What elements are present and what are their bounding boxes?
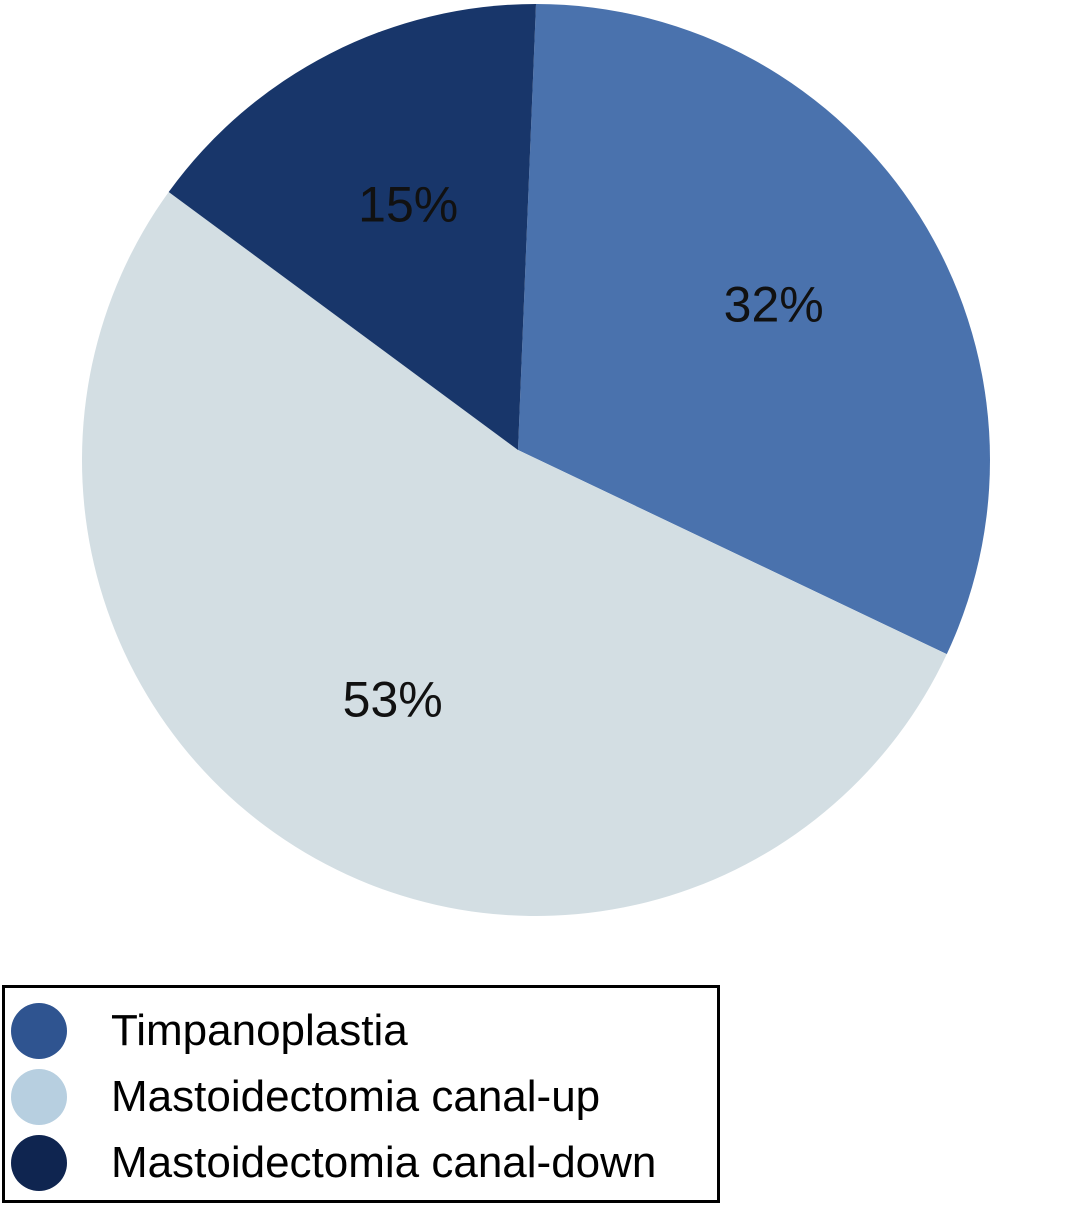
legend-swatch-timpanoplastia [11,1003,67,1059]
pie-slice-mastoidectomia-canal-up [81,191,947,917]
pie-chart: 32% 53% 15% [81,4,991,917]
legend-swatch-mastoidectomia-canal-up [11,1069,67,1125]
legend-label-mastoidectomia-canal-up: Mastoidectomia canal-up [111,1072,601,1121]
legend: Timpanoplastia Mastoidectomia canal-up M… [2,985,720,1203]
pie-slice-mastoidectomia-canal-down [168,4,536,450]
legend-label-timpanoplastia: Timpanoplastia [111,1006,408,1055]
data-label-mastoidectomia-canal-down: 15% [358,176,458,232]
data-label-timpanoplastia: 32% [724,277,824,333]
legend-swatch-mastoidectomia-canal-down [11,1135,67,1191]
data-label-mastoidectomia-canal-up: 53% [343,672,443,728]
legend-label-mastoidectomia-canal-down: Mastoidectomia canal-down [111,1138,657,1187]
pie-slice-timpanoplastia [518,4,991,655]
